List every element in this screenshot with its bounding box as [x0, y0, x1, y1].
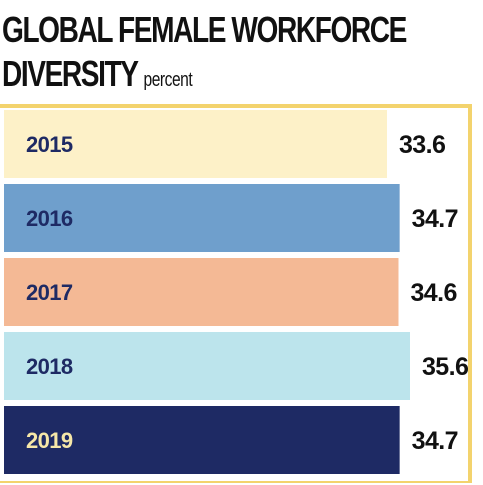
bar-2017 [4, 258, 399, 326]
chart-title-line1: GLOBAL FEMALE WORKFORCE [2, 9, 407, 50]
bar-2015 [4, 110, 387, 178]
bar-2018 [4, 332, 410, 400]
value-label-2016: 34.7 [412, 205, 458, 233]
value-label-2017: 34.6 [411, 279, 457, 307]
chart-frame [0, 104, 472, 483]
category-label-2017: 2017 [26, 280, 73, 305]
category-label-2019: 2019 [26, 428, 73, 453]
category-label-2018: 2018 [26, 354, 73, 379]
value-label-2019: 34.7 [412, 427, 458, 455]
bar-2019 [4, 406, 400, 474]
value-label-2015: 33.6 [399, 131, 445, 159]
chart-unit-label: percent [143, 69, 193, 91]
bar-chart: 2015 33.6 2016 34.7 2017 34.6 2018 35.6 2019 34.7 [4, 110, 469, 474]
chart-title: GLOBAL FEMALE WORKFORCE DIVERSITY percent [2, 8, 407, 102]
category-label-2015: 2015 [26, 132, 73, 157]
category-label-2016: 2016 [26, 206, 73, 231]
value-label-2018: 35.6 [422, 353, 468, 381]
bar-2016 [4, 184, 400, 252]
chart-title-line2: DIVERSITY [2, 53, 138, 94]
